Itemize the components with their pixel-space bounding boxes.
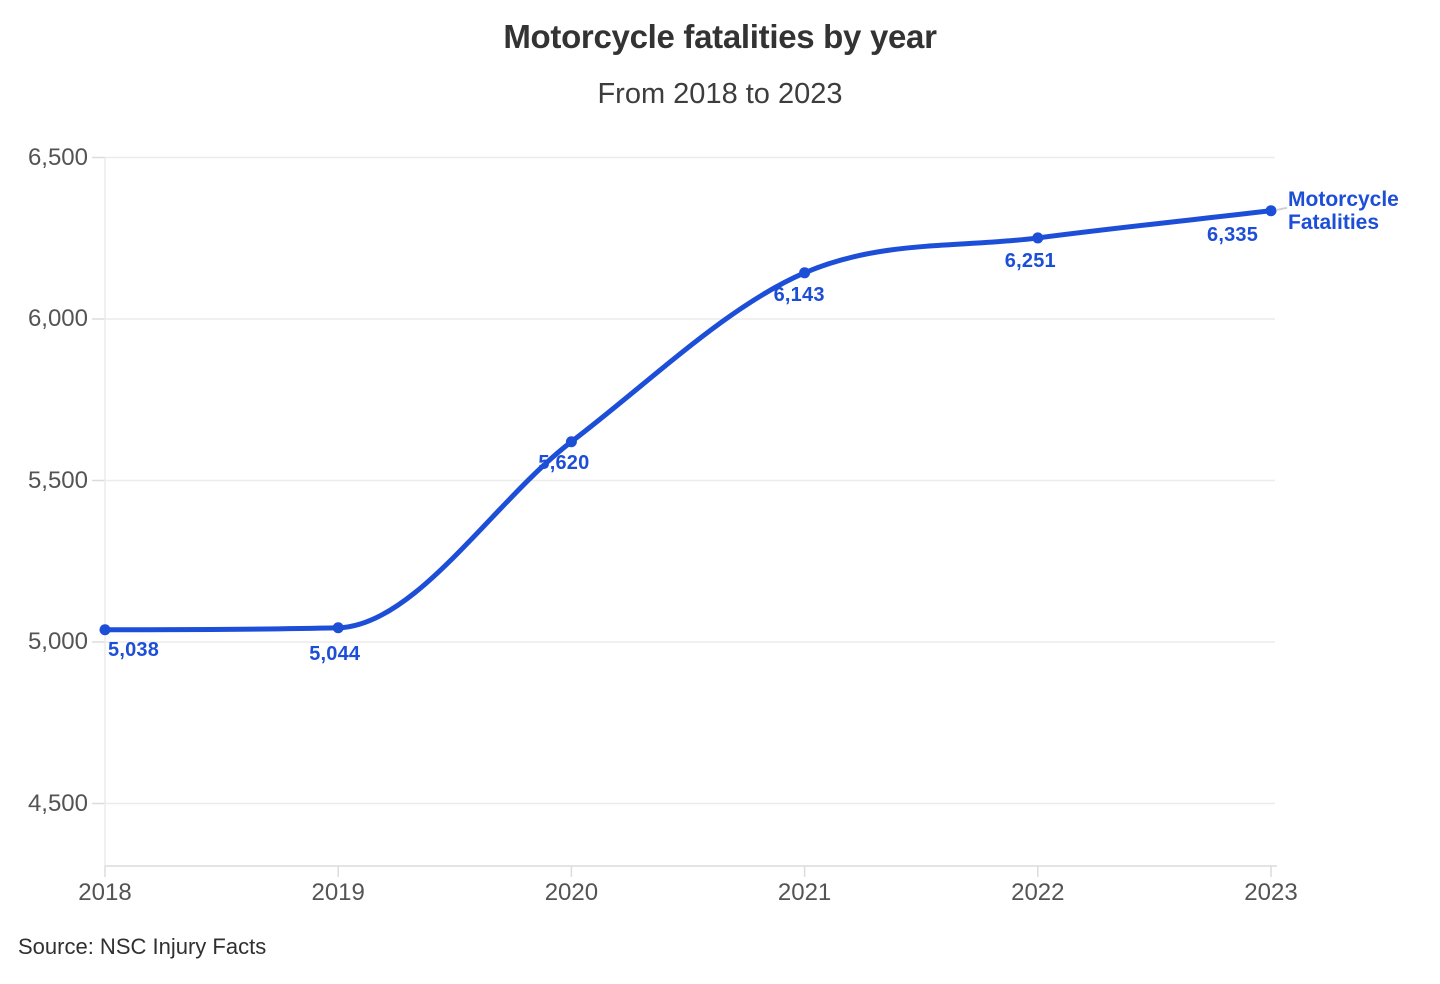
data-point-label: 6,335 bbox=[1207, 223, 1259, 246]
data-point-label: 6,251 bbox=[1004, 249, 1056, 272]
x-axis-tick-label: 2023 bbox=[1244, 879, 1298, 906]
y-axis-tick-label: 6,500 bbox=[27, 143, 88, 171]
data-point-label: 6,143 bbox=[773, 283, 825, 306]
series-label-line1: Motorcycle bbox=[1288, 187, 1399, 211]
data-point-label: 5,620 bbox=[538, 451, 590, 474]
x-axis-tick-label: 2019 bbox=[311, 879, 365, 906]
y-axis-tick-label: 6,000 bbox=[27, 305, 88, 332]
data-point-label: 5,038 bbox=[108, 638, 160, 661]
chart-subtitle: From 2018 to 2023 bbox=[597, 78, 843, 110]
x-axis-tick-label: 2018 bbox=[78, 879, 132, 906]
x-axis-tick-label: 2021 bbox=[777, 879, 832, 906]
x-axis-tick-label: 2020 bbox=[544, 879, 599, 906]
y-axis-tick-label: 5,000 bbox=[27, 628, 88, 655]
data-point-label: 5,044 bbox=[309, 642, 361, 665]
series-label: Motorcycle Fatalities bbox=[1288, 188, 1399, 234]
x-axis-tick-label: 2022 bbox=[1011, 879, 1065, 906]
y-axis-tick-label: 5,500 bbox=[27, 466, 88, 494]
y-axis-tick-label: 4,500 bbox=[27, 789, 88, 817]
source-note: Source: NSC Injury Facts bbox=[18, 934, 267, 959]
series-label-line2: Fatalities bbox=[1288, 210, 1380, 234]
chart-title: Motorcycle fatalities by year bbox=[503, 18, 937, 55]
